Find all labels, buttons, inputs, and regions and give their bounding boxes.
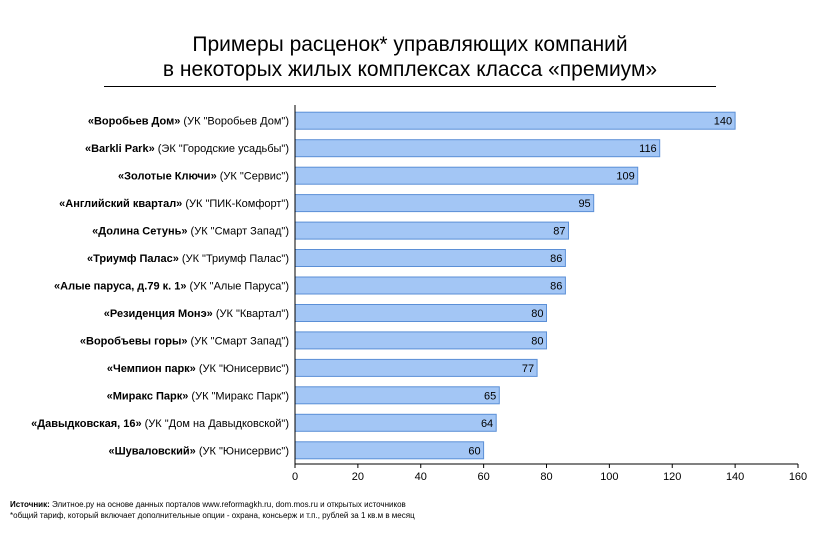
category-label-company: (УК "Квартал") <box>213 308 289 320</box>
category-label-name: «Алые паруса, д.79 к. 1» <box>54 281 186 293</box>
bar <box>294 221 569 240</box>
bars-group <box>294 111 736 460</box>
category-label-company: (УК "Алые Паруса") <box>187 281 290 293</box>
chart-notes: Источник: Элитное.ру на основе данных по… <box>10 499 415 521</box>
category-label: «Barkli Park» (ЭК "Городские усадьбы") <box>85 143 289 155</box>
bar <box>294 194 595 213</box>
category-label-name: «Воробьев Дом» <box>88 116 181 128</box>
category-label: «Чемпион парк» (УК "Юнисервис") <box>107 363 289 375</box>
chart-title: Примеры расценок* управляющих компаний в… <box>0 32 820 82</box>
x-tick-label: 140 <box>726 471 744 483</box>
bar <box>294 413 497 432</box>
bar <box>294 276 566 295</box>
x-tick-label: 120 <box>663 471 681 483</box>
bar-value-label: 95 <box>578 198 590 210</box>
value-labels-group: 140 116 109 95 87 86 86 80 80 77 65 64 60 <box>468 116 732 458</box>
category-label-name: «Шуваловский» <box>108 445 195 457</box>
bar <box>294 386 500 405</box>
category-label-company: (УК "Триумф Палас") <box>179 253 289 265</box>
bar <box>294 304 547 322</box>
x-tick-label: 80 <box>540 471 552 483</box>
bar-value-label: 86 <box>550 281 562 293</box>
category-label-company: (УК "ПИК-Комфорт") <box>182 198 289 210</box>
category-label-company: (УК "Юнисервис") <box>196 363 289 375</box>
bar <box>294 166 639 185</box>
category-label: «Алые паруса, д.79 к. 1» (УК "Алые Парус… <box>54 281 289 293</box>
bar <box>294 331 547 350</box>
x-tick-label: 100 <box>600 471 618 483</box>
footnote: *общий тариф, который включает дополните… <box>10 511 415 520</box>
source-text: Элитное.ру на основе данных порталов www… <box>52 500 406 509</box>
category-label: «Триумф Палас» (УК "Триумф Палас") <box>87 253 289 265</box>
chart-title-line-1: Примеры расценок* управляющих компаний <box>192 33 628 56</box>
category-label-name: «Давыдковская, 16» <box>31 418 141 430</box>
category-label-company: (УК "Миракс Парк") <box>188 390 289 402</box>
category-label: «Долина Сетунь» (УК "Смарт Запад") <box>92 226 289 238</box>
category-label-name: «Миракс Парк» <box>107 390 189 402</box>
x-tick-labels-group: 0 20 40 60 80 100 120 140 160 <box>292 471 807 483</box>
bar-value-label: 77 <box>522 363 534 375</box>
category-label: «Воробьев Дом» (УК "Воробьев Дом") <box>88 116 289 128</box>
category-label-name: «Триумф Палас» <box>87 253 179 265</box>
x-tick-label: 0 <box>292 471 298 483</box>
x-tick-label: 160 <box>789 471 807 483</box>
category-label-name: «Английский квартал» <box>59 198 182 210</box>
category-label-name: «Чемпион парк» <box>107 363 196 375</box>
category-labels-group: «Воробьев Дом» (УК "Воробьев Дом") «Barkl… <box>31 116 289 458</box>
category-label-company: (УК "Воробьев Дом") <box>180 116 289 128</box>
source-line: Источник: Элитное.ру на основе данных по… <box>10 499 415 510</box>
category-label-name: «Долина Сетунь» <box>92 226 187 238</box>
x-tick-label: 40 <box>415 471 427 483</box>
title-divider <box>104 86 716 87</box>
axes-group <box>294 105 799 468</box>
category-label: «Давыдковская, 16» (УК "Дом на Давыдковс… <box>31 418 289 430</box>
bar-value-label: 86 <box>550 253 562 265</box>
category-label-company: (УК "Дом на Давыдковской") <box>142 418 289 430</box>
category-label: «Воробъевы горы» (УК "Смарт Запад") <box>80 335 289 347</box>
chart-title-line-2: в некоторых жилых комплексах класса «пре… <box>162 58 658 81</box>
bar-value-label: 140 <box>714 116 732 128</box>
bar-value-label: 65 <box>484 390 496 402</box>
bar-value-label: 80 <box>531 335 543 347</box>
category-label: «Золотые Ключи» (УК "Сервис") <box>118 171 289 183</box>
bar-value-label: 87 <box>553 226 565 238</box>
bar <box>294 111 736 130</box>
category-label-name: «Золотые Ключи» <box>118 171 217 183</box>
bar-value-label: 80 <box>531 308 543 320</box>
category-label-company: (УК "Сервис") <box>217 171 289 183</box>
x-tick-label: 60 <box>478 471 490 483</box>
category-label: «Миракс Парк» (УК "Миракс Парк") <box>107 390 289 402</box>
bar-value-label: 64 <box>481 418 493 430</box>
category-label-company: (УК "Юнисервис") <box>196 445 289 457</box>
bar <box>294 139 661 158</box>
bar-value-label: 116 <box>639 143 657 155</box>
category-label: «Шуваловский» (УК "Юнисервис") <box>108 445 289 457</box>
bar-value-label: 109 <box>616 171 634 183</box>
category-label-name: «Резиденция Монэ» <box>104 308 213 320</box>
bar-value-label: 60 <box>468 445 480 457</box>
category-label-name: «Barkli Park» <box>85 143 155 155</box>
source-label: Источник: <box>10 500 50 509</box>
x-tick-label: 20 <box>352 471 364 483</box>
bar <box>294 249 566 267</box>
category-label-company: (УК "Смарт Запад") <box>188 226 290 238</box>
category-label-name: «Воробъевы горы» <box>80 335 188 347</box>
bar <box>294 441 485 460</box>
bar <box>294 358 538 377</box>
category-label-company: (ЭК "Городские усадьбы") <box>155 143 289 155</box>
category-label: «Резиденция Монэ» (УК "Квартал") <box>104 308 289 320</box>
category-label: «Английский квартал» (УК "ПИК-Комфорт") <box>59 198 289 210</box>
category-label-company: (УК "Смарт Запад") <box>188 335 290 347</box>
